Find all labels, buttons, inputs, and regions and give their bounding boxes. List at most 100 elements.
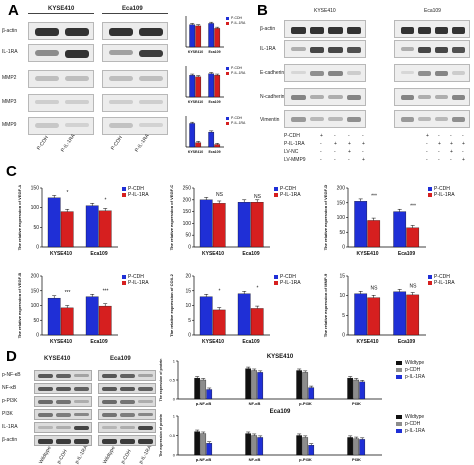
panel-d-protein-2: NF-κB bbox=[2, 385, 17, 391]
panel-d-band-1-2-1 bbox=[120, 400, 135, 404]
bar-0-0 bbox=[354, 293, 368, 336]
bar-0-1 bbox=[212, 309, 226, 336]
legend-swatch bbox=[428, 281, 432, 285]
y-tick-label: 0 bbox=[188, 245, 191, 251]
bar-0-1 bbox=[367, 297, 381, 336]
bar-2-2 bbox=[308, 445, 315, 456]
panel-b-band-1-4-2 bbox=[435, 117, 448, 121]
bar-1-1 bbox=[214, 144, 221, 148]
legend-swatch bbox=[428, 187, 432, 191]
panel-b-band-0-3-3 bbox=[346, 95, 361, 100]
panel-a-band-1-4-0 bbox=[109, 123, 133, 128]
panel-a-band-1-1-0 bbox=[109, 50, 133, 56]
x-tick-label: KYSE410 bbox=[202, 339, 224, 345]
legend-swatch bbox=[226, 122, 229, 125]
legend-item-1-2: p-IL-1RA bbox=[396, 428, 425, 434]
bar-2-2 bbox=[308, 387, 315, 400]
legend-swatch bbox=[226, 67, 229, 70]
panel-d-band-0-3-0 bbox=[38, 413, 53, 417]
x-tick-label: p-NF-κB bbox=[196, 401, 212, 406]
legend-swatch bbox=[396, 429, 402, 433]
panel-d-band-1-1-0 bbox=[102, 387, 117, 392]
x-tick-label: Eca109 bbox=[208, 100, 220, 104]
significance-mark: * bbox=[219, 289, 221, 295]
panel-b-band-0-3-2 bbox=[328, 95, 343, 100]
panel-b-mark-1-1-2: + bbox=[450, 141, 453, 147]
panel-d-band-1-3-1 bbox=[120, 413, 135, 417]
bar-1-2 bbox=[257, 372, 264, 400]
legend-label: P-IL-1RA bbox=[128, 280, 149, 286]
chart-plot: 0 50 100 150 200 250 The relative expression o… bbox=[169, 185, 270, 257]
y-tick-label: 0.5 bbox=[169, 433, 175, 438]
panel-d-chart-1: 0 0.5 1 The expression of protein p-NF-κB NF-… bbox=[159, 354, 382, 406]
legend-label: P-CDH bbox=[128, 274, 144, 280]
chart-plot: 0 50 100 150 200 The relative expression of V… bbox=[17, 273, 118, 345]
panel-b-band-0-1-1 bbox=[309, 47, 324, 54]
panel-a-band-1-1-1 bbox=[139, 50, 163, 58]
panel-b-mark-1-1-0: - bbox=[426, 141, 428, 147]
legend-swatch bbox=[274, 275, 278, 279]
panel-b-mark-0-1-0: - bbox=[320, 141, 322, 147]
significance-mark: *** bbox=[65, 290, 71, 296]
panel-d-band-0-2-2 bbox=[74, 400, 89, 403]
x-tick-label: PI3K bbox=[352, 457, 361, 462]
panel-c-chart-5: 0 5 10 15 20 The relative expression of COX-2… bbox=[169, 273, 301, 345]
significance-mark: *** bbox=[371, 193, 377, 199]
significance-mark: *** bbox=[410, 204, 416, 210]
legend-label: Wildtype bbox=[405, 360, 425, 366]
legend-swatch bbox=[396, 361, 402, 365]
panel-b-band-1-3-1 bbox=[418, 95, 431, 100]
panel-b-band-1-1-1 bbox=[418, 47, 431, 54]
panel-b-mark-0-0-1: - bbox=[334, 133, 336, 139]
y-axis-label: The expression of protein bbox=[159, 359, 163, 402]
panel-d-band-1-5-0 bbox=[102, 439, 117, 444]
y-tick-label: 200 bbox=[337, 186, 346, 192]
significance-mark: NS bbox=[216, 192, 224, 198]
bar-1-0 bbox=[245, 433, 252, 456]
panel-d-protein-1: p-NF-κB bbox=[2, 372, 21, 378]
panel-b-mark-0-3-1: - bbox=[334, 157, 336, 163]
panel-b-mark-0-0-3: - bbox=[362, 133, 364, 139]
legend-label: p-IL-1RA bbox=[405, 428, 426, 434]
panel-b-band-0-2-2 bbox=[328, 71, 343, 76]
panel-b-mark-0-0-2: - bbox=[348, 133, 350, 139]
bar-0-1 bbox=[200, 379, 207, 400]
legend-label: P-CDH bbox=[231, 16, 243, 20]
chart-plot: KYSE410 Eca109 bbox=[185, 116, 224, 154]
bar-1-1 bbox=[251, 435, 258, 456]
panel-b-band-1-4-3 bbox=[452, 117, 465, 122]
panel-d-blot-row-0-5 bbox=[34, 435, 92, 446]
panel-a-band-0-0-1 bbox=[65, 28, 89, 36]
panel-a-band-0-2-0 bbox=[35, 76, 59, 81]
panel-b-band-1-4-1 bbox=[418, 117, 431, 121]
significance-mark: * bbox=[105, 198, 107, 204]
y-tick-label: 150 bbox=[31, 186, 40, 192]
y-axis-label: The expression of protein bbox=[159, 414, 163, 457]
panel-d-lane-2: p-IL-1RA bbox=[74, 444, 90, 465]
legend-label: P-IL-1RA bbox=[128, 192, 149, 198]
x-tick-label: KYSE410 bbox=[188, 50, 203, 54]
legend-label: P-IL-1RA bbox=[231, 121, 246, 125]
panel-b-protein-1: β-actin bbox=[260, 26, 276, 32]
legend-label: P-CDH bbox=[128, 186, 144, 192]
y-tick-label: 100 bbox=[31, 303, 40, 309]
panel-b-protein-2: IL-1RA bbox=[260, 46, 276, 52]
panel-c-chart-1: 0 50 100 150 The relative expression of VEGF… bbox=[17, 185, 149, 257]
panel-a-band-1-3-0 bbox=[109, 100, 133, 105]
panel-b-mark-1-1-3: + bbox=[462, 141, 465, 147]
chart-plot: 0 50 100 150 The relative expression of VEGF… bbox=[17, 185, 118, 257]
y-axis-label: The relative expression of VEGF-B bbox=[17, 273, 22, 339]
panel-c-chart-4: 0 50 100 150 200 The relative expression of V… bbox=[17, 273, 149, 345]
panel-a-band-1-0-1 bbox=[139, 28, 163, 36]
bar-1-1 bbox=[251, 370, 258, 400]
panel-a-protein-5: MMP9 bbox=[2, 122, 17, 128]
bar-2-0 bbox=[296, 370, 303, 400]
bar-1-1 bbox=[250, 308, 264, 336]
bar-1-0 bbox=[208, 73, 215, 98]
panel-b-band-1-2-1 bbox=[418, 71, 431, 76]
